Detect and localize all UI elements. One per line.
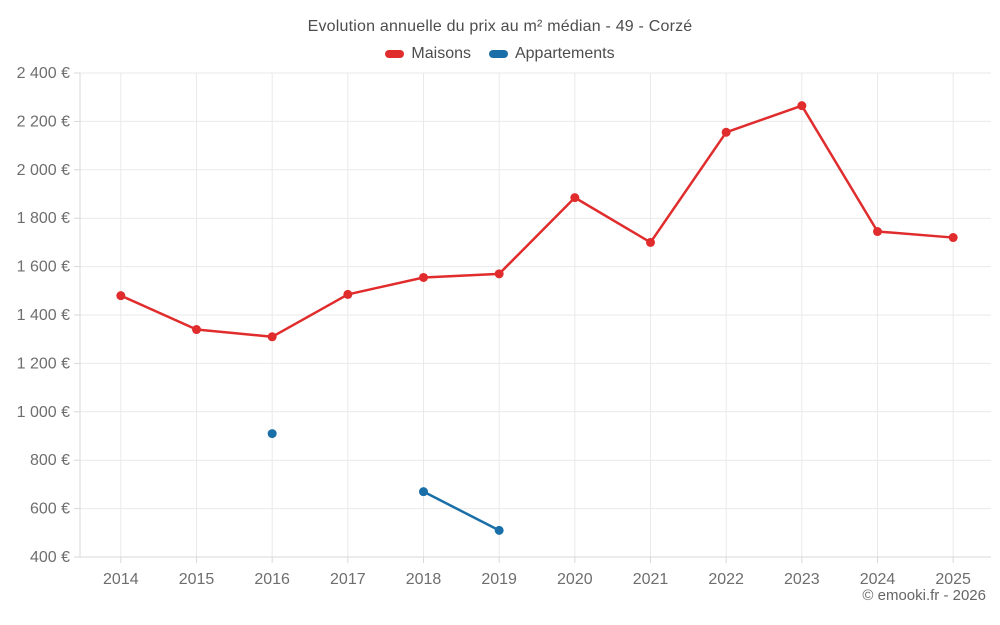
x-tick-label: 2016 xyxy=(254,571,290,588)
maisons-swatch-icon xyxy=(385,50,405,58)
x-tick-label: 2020 xyxy=(557,571,593,588)
data-point-maisons-2015[interactable] xyxy=(192,325,201,335)
y-tick-label: 1 800 € xyxy=(17,210,70,227)
data-point-maisons-2025[interactable] xyxy=(948,233,958,243)
y-tick-label: 1 400 € xyxy=(17,307,70,324)
y-tick-label: 800 € xyxy=(30,452,70,469)
y-tick-label: 2 200 € xyxy=(17,113,70,130)
data-point-maisons-2016[interactable] xyxy=(267,332,277,342)
y-tick-label: 1 000 € xyxy=(17,404,70,421)
series-line-maisons xyxy=(119,104,955,339)
x-tick-label: 2021 xyxy=(633,571,669,588)
x-tick-label: 2014 xyxy=(103,571,139,588)
data-point-appartements-2016[interactable] xyxy=(267,429,277,439)
x-tick-label: 2019 xyxy=(481,571,517,588)
data-point-maisons-2024[interactable] xyxy=(873,227,882,237)
legend: Maisons Appartements xyxy=(0,45,1000,63)
data-point-maisons-2019[interactable] xyxy=(494,269,504,279)
legend-item-maisons[interactable]: Maisons xyxy=(385,45,471,63)
legend-item-appartements[interactable]: Appartements xyxy=(488,45,615,63)
y-tick-label: 1 600 € xyxy=(17,259,70,276)
y-tick-label: 1 200 € xyxy=(17,355,70,372)
data-point-appartements-2019[interactable] xyxy=(494,525,504,535)
x-tick-label: 2023 xyxy=(784,571,820,588)
x-tick-label: 2015 xyxy=(179,571,215,588)
chart-title: Evolution annuelle du prix au m² médian … xyxy=(307,18,693,35)
data-point-maisons-2017[interactable] xyxy=(343,289,353,299)
data-point-maisons-2018[interactable] xyxy=(419,272,428,282)
x-tick-label: 2018 xyxy=(406,571,442,588)
x-tick-label: 2025 xyxy=(935,571,971,588)
x-tick-label: 2022 xyxy=(708,571,744,588)
data-point-maisons-2021[interactable] xyxy=(646,237,655,247)
copyright-text: © emooki.fr - 2026 xyxy=(862,587,986,604)
legend-label-appartements: Appartements xyxy=(514,45,615,62)
data-point-appartements-2018[interactable] xyxy=(419,487,428,497)
x-tick-label: 2017 xyxy=(330,571,366,588)
data-point-maisons-2020[interactable] xyxy=(570,193,580,203)
data-point-maisons-2023[interactable] xyxy=(797,101,807,111)
y-tick-label: 2 400 € xyxy=(17,65,70,82)
series-line-appartements xyxy=(422,490,501,532)
data-point-maisons-2014[interactable] xyxy=(116,291,126,301)
data-point-maisons-2022[interactable] xyxy=(721,127,731,137)
y-tick-label: 600 € xyxy=(30,501,70,518)
appartements-swatch-icon xyxy=(488,50,508,58)
legend-label-maisons: Maisons xyxy=(411,45,471,62)
x-tick-label: 2024 xyxy=(860,571,896,588)
y-tick-label: 2 000 € xyxy=(17,162,70,179)
y-tick-label: 400 € xyxy=(30,549,70,566)
